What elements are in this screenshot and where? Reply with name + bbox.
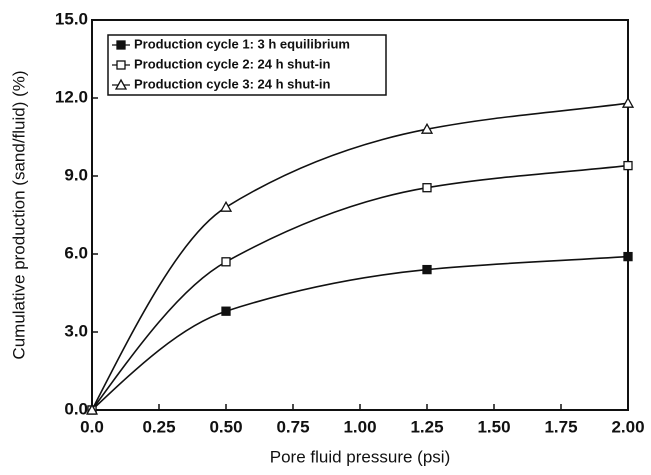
series-line: [91, 164, 629, 411]
y-tick-label: 6.0: [64, 243, 88, 262]
series-line: [91, 102, 629, 411]
legend-label: Production cycle 1: 3 h equilibrium: [134, 36, 350, 51]
x-tick-label: 0.0: [80, 417, 104, 436]
legend-marker: [114, 78, 128, 90]
x-tick-label: 1.75: [544, 417, 577, 436]
marker: [621, 96, 635, 108]
y-axis-label: Cumulative production (sand/fluid) (%): [9, 70, 28, 359]
marker: [623, 160, 633, 171]
x-tick-label: 0.25: [142, 417, 175, 436]
y-tick-label: 0.0: [64, 399, 88, 418]
y-tick-label: 9.0: [64, 165, 88, 184]
marker: [221, 257, 231, 267]
marker: [422, 264, 432, 275]
marker: [85, 403, 99, 415]
legend-label: Production cycle 3: 24 h shut-in: [134, 76, 331, 91]
y-tick-label: 3.0: [64, 321, 88, 340]
marker: [422, 183, 432, 193]
x-tick-label: 2.00: [611, 417, 644, 436]
legend-marker: [116, 60, 126, 70]
legend-label: Production cycle 2: 24 h shut-in: [134, 56, 331, 71]
x-tick-label: 0.50: [209, 417, 242, 436]
marker: [420, 122, 434, 134]
y-tick-label: 15.0: [55, 9, 88, 28]
legend-marker: [116, 40, 126, 50]
marker: [221, 306, 231, 316]
y-tick-label: 12.0: [55, 87, 88, 106]
x-tick-label: 1.25: [410, 417, 443, 436]
marker: [623, 251, 633, 262]
marker: [219, 200, 233, 212]
x-axis-label: Pore fluid pressure (psi): [270, 447, 450, 466]
legend-box: [107, 34, 387, 96]
x-tick-label: 1.00: [343, 417, 376, 436]
series-line: [91, 255, 629, 411]
x-tick-label: 0.75: [276, 417, 309, 436]
x-tick-label: 1.50: [477, 417, 510, 436]
